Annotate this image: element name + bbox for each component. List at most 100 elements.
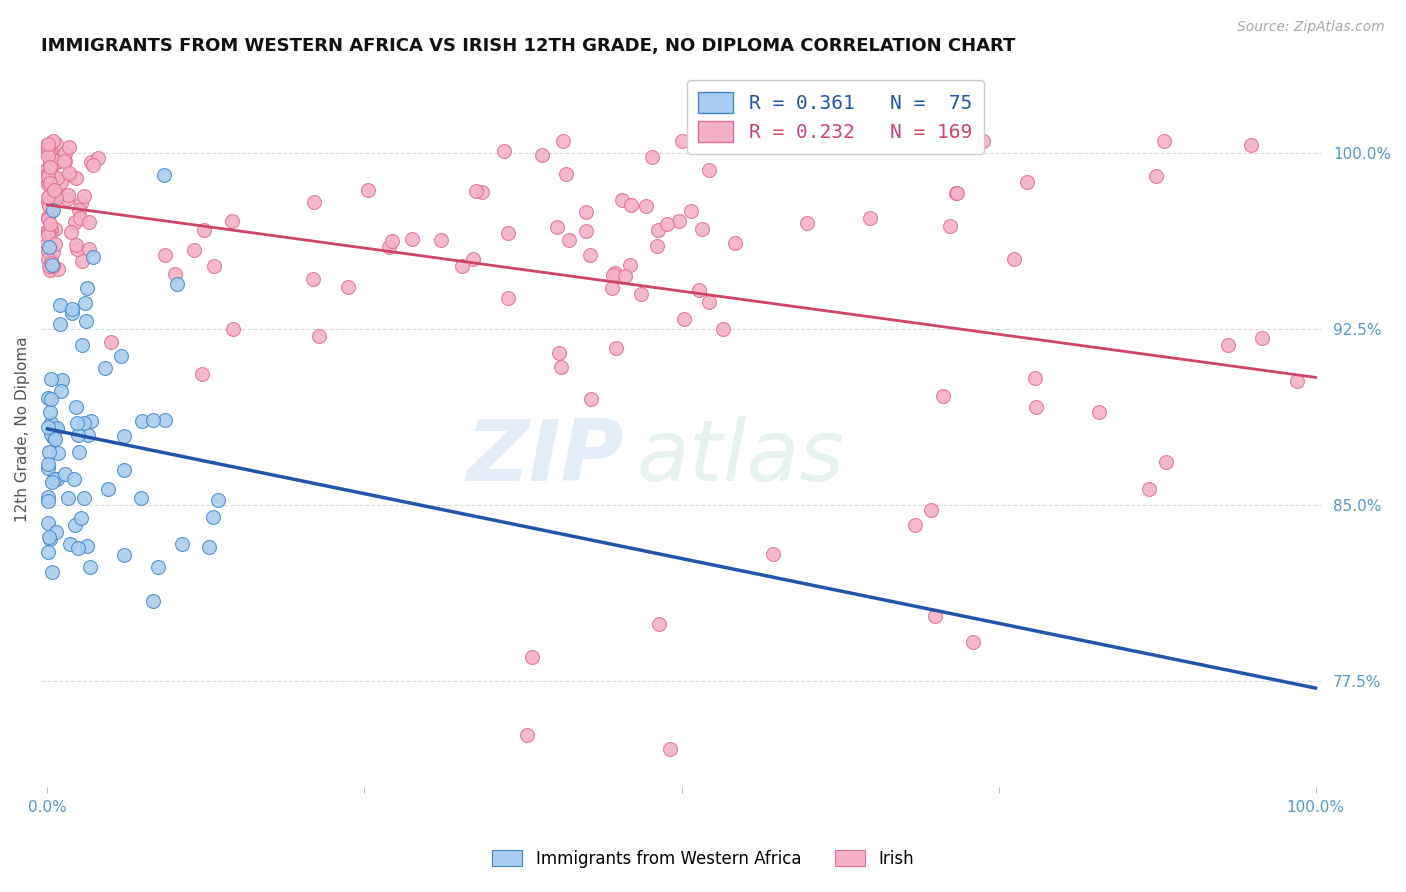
Point bbox=[579, 392, 602, 406]
Point bbox=[697, 294, 720, 309]
Point bbox=[37, 177, 59, 191]
Point bbox=[605, 341, 627, 355]
Point bbox=[38, 225, 60, 239]
Point bbox=[620, 198, 643, 212]
Point bbox=[72, 491, 94, 506]
Point bbox=[80, 154, 103, 169]
Point bbox=[77, 242, 100, 256]
Point bbox=[41, 203, 63, 218]
Point bbox=[578, 248, 600, 262]
Point bbox=[112, 463, 135, 477]
Point bbox=[66, 416, 89, 430]
Point bbox=[70, 195, 93, 210]
Point bbox=[142, 413, 165, 427]
Point bbox=[37, 392, 59, 406]
Point bbox=[1017, 175, 1039, 189]
Point bbox=[1251, 331, 1274, 345]
Point bbox=[45, 524, 67, 539]
Point bbox=[697, 163, 720, 178]
Point bbox=[65, 171, 87, 186]
Point bbox=[37, 224, 59, 238]
Point bbox=[610, 193, 633, 207]
Point bbox=[38, 445, 60, 459]
Point bbox=[1154, 455, 1177, 469]
Point bbox=[49, 175, 72, 189]
Point bbox=[79, 559, 101, 574]
Text: ZIP: ZIP bbox=[467, 416, 624, 499]
Point bbox=[37, 137, 59, 152]
Point bbox=[38, 146, 60, 161]
Point bbox=[1024, 371, 1046, 385]
Point bbox=[191, 367, 214, 381]
Point bbox=[655, 217, 678, 231]
Point bbox=[67, 202, 90, 217]
Point bbox=[59, 168, 82, 182]
Point bbox=[37, 169, 59, 183]
Point bbox=[648, 617, 671, 632]
Point bbox=[37, 420, 59, 434]
Point bbox=[602, 268, 624, 282]
Point bbox=[69, 211, 91, 226]
Point bbox=[39, 416, 62, 430]
Point bbox=[49, 317, 72, 331]
Point bbox=[100, 334, 122, 349]
Point bbox=[762, 547, 785, 561]
Point bbox=[82, 158, 104, 172]
Point bbox=[41, 475, 63, 490]
Point bbox=[44, 432, 66, 446]
Point bbox=[713, 322, 735, 336]
Point bbox=[39, 252, 62, 266]
Point bbox=[37, 167, 59, 181]
Point bbox=[59, 537, 82, 551]
Legend: Immigrants from Western Africa, Irish: Immigrants from Western Africa, Irish bbox=[485, 844, 921, 875]
Point bbox=[613, 268, 636, 283]
Point bbox=[1285, 374, 1308, 388]
Point bbox=[859, 211, 882, 226]
Point bbox=[76, 540, 98, 554]
Point bbox=[619, 259, 641, 273]
Point bbox=[1218, 338, 1240, 352]
Point bbox=[634, 199, 657, 213]
Point bbox=[451, 259, 474, 273]
Point bbox=[45, 191, 67, 205]
Point bbox=[42, 157, 65, 171]
Point bbox=[1025, 401, 1047, 415]
Point bbox=[41, 224, 63, 238]
Point bbox=[204, 259, 226, 273]
Text: IMMIGRANTS FROM WESTERN AFRICA VS IRISH 12TH GRADE, NO DIPLOMA CORRELATION CHART: IMMIGRANTS FROM WESTERN AFRICA VS IRISH … bbox=[41, 37, 1015, 55]
Point bbox=[647, 238, 669, 252]
Point bbox=[76, 281, 98, 295]
Point bbox=[183, 244, 205, 258]
Point bbox=[972, 134, 994, 148]
Point bbox=[39, 156, 62, 170]
Point bbox=[575, 205, 598, 219]
Point bbox=[558, 233, 581, 247]
Point bbox=[46, 153, 69, 167]
Point bbox=[492, 144, 515, 158]
Point bbox=[45, 154, 67, 169]
Point bbox=[44, 236, 66, 251]
Point bbox=[37, 494, 59, 508]
Point bbox=[37, 175, 59, 189]
Point bbox=[42, 259, 65, 273]
Point bbox=[129, 491, 152, 505]
Point bbox=[39, 160, 62, 174]
Point bbox=[46, 188, 69, 202]
Point bbox=[924, 609, 946, 624]
Point bbox=[463, 252, 485, 266]
Point bbox=[724, 236, 747, 251]
Point bbox=[155, 248, 177, 262]
Point bbox=[39, 263, 62, 277]
Point bbox=[77, 427, 100, 442]
Point bbox=[45, 171, 67, 186]
Point bbox=[60, 301, 83, 316]
Point bbox=[37, 461, 59, 475]
Point bbox=[72, 338, 94, 352]
Point bbox=[48, 446, 70, 460]
Point bbox=[38, 188, 60, 202]
Text: Source: ZipAtlas.com: Source: ZipAtlas.com bbox=[1237, 20, 1385, 34]
Point bbox=[163, 267, 186, 281]
Point bbox=[42, 169, 65, 184]
Point bbox=[39, 256, 62, 270]
Point bbox=[357, 183, 380, 197]
